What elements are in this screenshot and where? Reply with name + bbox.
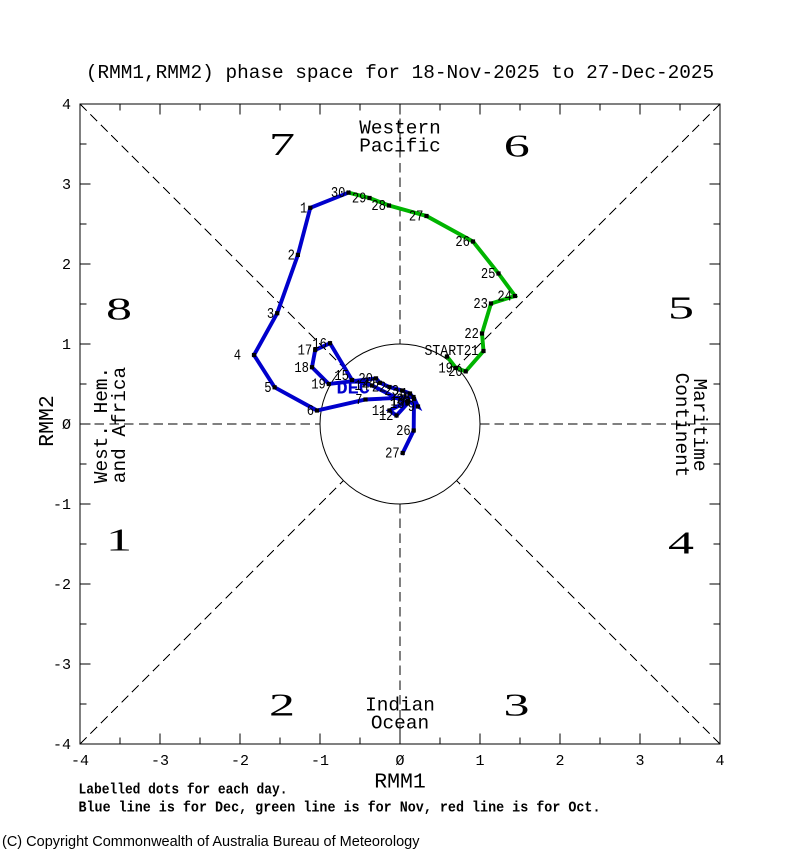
svg-text:-1: -1: [311, 753, 329, 770]
svg-text:24: 24: [392, 386, 407, 403]
svg-text:4: 4: [234, 348, 241, 365]
svg-text:4: 4: [62, 97, 71, 114]
svg-text:DEC: DEC: [337, 379, 370, 400]
svg-text:10: 10: [390, 394, 405, 411]
svg-text:4: 4: [715, 753, 724, 770]
svg-text:26: 26: [396, 423, 411, 440]
svg-text:Maritime: Maritime: [688, 378, 710, 471]
svg-text:7: 7: [355, 392, 362, 409]
svg-text:RMM2: RMM2: [36, 395, 60, 447]
svg-text:4: 4: [668, 526, 694, 561]
svg-text:21: 21: [464, 343, 479, 360]
svg-text:13: 13: [390, 396, 405, 413]
svg-text:-2: -2: [231, 753, 249, 770]
svg-text:22: 22: [372, 380, 387, 397]
svg-text:23: 23: [473, 296, 488, 313]
svg-text:6: 6: [504, 129, 530, 164]
svg-text:3: 3: [635, 753, 644, 770]
svg-text:20: 20: [448, 364, 463, 381]
svg-text:12: 12: [379, 408, 394, 425]
svg-text:and Africa: and Africa: [109, 367, 131, 483]
svg-text:-4: -4: [53, 737, 71, 754]
svg-text:1: 1: [106, 523, 132, 558]
svg-text:1: 1: [62, 337, 71, 354]
svg-text:8: 8: [403, 390, 410, 407]
svg-text:-3: -3: [151, 753, 169, 770]
svg-text:1: 1: [300, 200, 307, 217]
svg-text:14: 14: [354, 378, 369, 395]
svg-text:-4: -4: [71, 753, 89, 770]
svg-text:5: 5: [668, 291, 694, 326]
svg-text:-1: -1: [53, 497, 71, 514]
svg-text:25: 25: [481, 266, 496, 283]
svg-text:15: 15: [334, 368, 349, 385]
svg-text:6: 6: [307, 403, 314, 420]
svg-text:2: 2: [555, 753, 564, 770]
svg-text:23: 23: [384, 383, 399, 400]
svg-text:Blue line is for Dec, green li: Blue line is for Dec, green line is for …: [79, 801, 601, 817]
svg-text:19: 19: [311, 377, 326, 394]
svg-text:3: 3: [504, 688, 530, 723]
svg-text:17: 17: [298, 343, 313, 360]
svg-text:9: 9: [408, 399, 415, 416]
svg-text:28: 28: [371, 198, 386, 215]
svg-text:16: 16: [312, 336, 327, 353]
svg-text:Ocean: Ocean: [371, 713, 429, 735]
svg-text:Continent: Continent: [670, 373, 692, 478]
svg-text:19: 19: [438, 361, 453, 378]
svg-text:18: 18: [294, 360, 309, 377]
svg-text:START: START: [425, 343, 465, 360]
svg-text:29: 29: [352, 191, 367, 208]
svg-text:Pacific: Pacific: [359, 136, 440, 158]
svg-text:Western: Western: [359, 118, 440, 140]
svg-text:2: 2: [62, 257, 71, 274]
svg-text:30: 30: [331, 185, 346, 202]
svg-text:1: 1: [475, 753, 484, 770]
svg-text:26: 26: [455, 234, 470, 251]
svg-text:RMM1: RMM1: [374, 771, 426, 795]
svg-text:Indian: Indian: [365, 695, 435, 717]
svg-text:5: 5: [264, 380, 271, 397]
svg-text:11: 11: [372, 403, 387, 420]
svg-text:24: 24: [497, 289, 512, 306]
svg-text:3: 3: [267, 306, 274, 323]
svg-text:25: 25: [396, 392, 411, 409]
svg-text:(C) Copyright Commonwealth of: (C) Copyright Commonwealth of Australia …: [2, 834, 420, 850]
svg-text:(RMM1,RMM2) phase space for 18: (RMM1,RMM2) phase space for 18-Nov-2025 …: [86, 62, 714, 84]
svg-text:Ø: Ø: [62, 417, 71, 434]
svg-text:-3: -3: [53, 657, 71, 674]
svg-text:3: 3: [62, 177, 71, 194]
svg-text:2: 2: [269, 688, 295, 723]
svg-text:20: 20: [358, 371, 373, 388]
svg-text:-2: -2: [53, 577, 71, 594]
svg-text:8: 8: [106, 292, 132, 327]
svg-text:21: 21: [362, 375, 377, 392]
svg-text:2: 2: [288, 248, 295, 265]
svg-text:22: 22: [464, 326, 479, 343]
svg-text:27: 27: [385, 446, 400, 463]
svg-text:7: 7: [269, 127, 295, 162]
svg-text:Labelled dots for each day.: Labelled dots for each day.: [79, 783, 288, 799]
svg-text:Ø: Ø: [395, 753, 404, 770]
svg-text:27: 27: [409, 209, 424, 226]
svg-text:West. Hem.: West. Hem.: [91, 367, 113, 483]
